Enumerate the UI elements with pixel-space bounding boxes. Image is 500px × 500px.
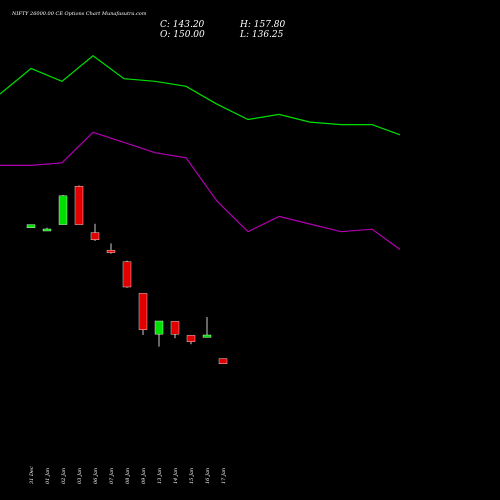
- x-axis-labels: 31 Dec 01 Jan 02 Jan 03 Jan 06 Jan 07 Jan 08 J…: [29, 466, 227, 484]
- x-tick-label: 03 Jan: [77, 468, 83, 484]
- x-tick-label: 08 Jan: [125, 468, 131, 484]
- chart-title: NIFTY 26000.00 CE Options Chart Munafasu…: [12, 11, 147, 17]
- candle-body: [154, 320, 164, 335]
- candle-body: [58, 195, 68, 225]
- close-value: C: 143.20: [160, 20, 205, 30]
- x-tick-label: 06 Jan: [93, 468, 99, 484]
- x-tick-label: 13 Jan: [157, 468, 163, 484]
- x-tick-label: 17 Jan: [221, 468, 227, 484]
- indicator-line-2: [0, 131, 401, 250]
- candle-body: [218, 358, 228, 365]
- x-tick-label: 07 Jan: [109, 468, 115, 484]
- candle-body: [90, 232, 100, 241]
- indicator-line-1: [0, 55, 401, 136]
- indicator-lines: [0, 55, 401, 250]
- x-tick-label: 15 Jan: [189, 468, 195, 484]
- candle-body: [122, 261, 132, 288]
- candle-body: [106, 249, 116, 253]
- open-value: O: 150.00: [160, 30, 205, 40]
- x-tick-label: 09 Jan: [141, 468, 147, 484]
- candle-body: [170, 321, 180, 335]
- candle-body: [74, 185, 84, 225]
- high-value: H: 157.80: [240, 20, 286, 30]
- candle-body: [138, 293, 148, 330]
- x-tick-label: 31 Dec: [29, 466, 35, 484]
- candle-body: [202, 334, 212, 338]
- x-tick-label: 14 Jan: [173, 468, 179, 484]
- candle-body: [186, 335, 196, 342]
- candle-body: [26, 224, 36, 229]
- x-tick-label: 02 Jan: [61, 468, 67, 484]
- x-tick-label: 16 Jan: [205, 468, 211, 484]
- candle-body: [42, 228, 52, 232]
- low-value: L: 136.25: [240, 30, 284, 40]
- candlesticks: [26, 185, 228, 365]
- x-tick-label: 01 Jan: [45, 468, 51, 484]
